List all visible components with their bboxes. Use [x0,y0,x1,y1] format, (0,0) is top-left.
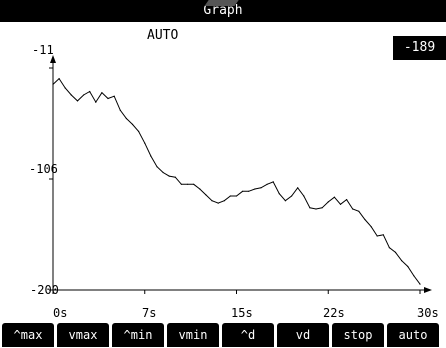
series-point [217,202,219,204]
series-point [223,200,225,202]
softkey-stop[interactable]: stop [332,323,384,347]
series-point [333,196,335,198]
series-point [388,247,390,249]
x-axis-arrow [424,287,432,293]
series-point [144,142,146,144]
series-point [419,283,421,285]
series-point [407,265,409,268]
series-point [352,208,354,210]
series-point [266,183,268,185]
series-point [180,183,182,185]
series-point [242,190,244,192]
y-tick-label-bottom: -200 [30,283,59,297]
series-point [376,235,378,237]
y-axis-arrow [50,55,56,63]
scale-mode-label: AUTO [147,28,179,43]
series-point [95,101,97,103]
x-tick-label-0: 0s [53,306,68,320]
softkey-max-down[interactable]: vmax [57,323,109,347]
current-value-readout: -189 [393,36,446,60]
y-tick-label-mid: -106 [29,162,58,176]
series-point [260,187,262,189]
window-title: Graph [203,3,243,18]
softkey-auto[interactable]: auto [387,323,439,347]
series-line [52,77,421,285]
series-point [131,123,134,125]
series-point [107,97,109,100]
series-point [272,181,274,183]
series-point [138,130,140,132]
series-point [309,207,311,209]
series-point [413,275,415,277]
series-point [235,195,238,197]
softkey-delta-up[interactable]: ^d [222,323,274,347]
series-point [291,195,293,197]
softkey-max-up[interactable]: ^max [2,323,54,347]
series-point [168,175,170,177]
series-point [211,200,213,202]
series-point [58,78,60,80]
x-tick-label-4: 30s [417,306,439,320]
series-point [364,218,366,221]
series-point [70,94,72,96]
series-point [89,90,91,93]
series-point [401,260,403,262]
x-tick-label-3: 22s [323,306,345,320]
series-point [229,195,231,197]
x-tick-label-1: 7s [142,306,157,320]
y-tick-label-top: -11 [32,43,54,57]
series-point [303,195,305,197]
series-point [358,210,360,212]
series-point [64,87,66,89]
series-point [125,117,127,120]
series-point [278,193,280,195]
series-point [248,190,250,192]
series-point [394,251,397,253]
softkey-bar: ^max vmax ^min vmin ^d vd stop auto [0,323,446,347]
series-point [113,95,115,97]
series-point [315,208,317,210]
series-point [382,234,384,236]
series-point [187,183,189,185]
series-point [101,92,103,94]
x-tick-label-2: 15s [231,306,253,320]
series-point [297,187,299,189]
series-point [254,188,256,190]
series-point [156,166,158,168]
plot-series [52,77,421,285]
softkey-min-up[interactable]: ^min [112,323,164,347]
series-point [162,171,164,174]
series-point [199,188,201,190]
softkey-delta-down[interactable]: vd [277,323,329,347]
series-point [83,94,85,96]
series-point [76,100,79,102]
plot-ticks [49,67,421,294]
series-point [321,207,323,209]
series-point [339,203,342,205]
series-point [327,201,329,203]
series-point [174,176,176,178]
title-bar: Graph [0,0,446,22]
series-point [52,83,54,85]
series-point [150,155,152,157]
softkey-min-down[interactable]: vmin [167,323,219,347]
series-point [205,194,207,196]
plot-axes [50,55,432,293]
series-point [119,109,121,111]
series-point [193,183,195,185]
series-point [284,200,286,202]
series-point [370,226,372,228]
series-point [346,199,348,201]
